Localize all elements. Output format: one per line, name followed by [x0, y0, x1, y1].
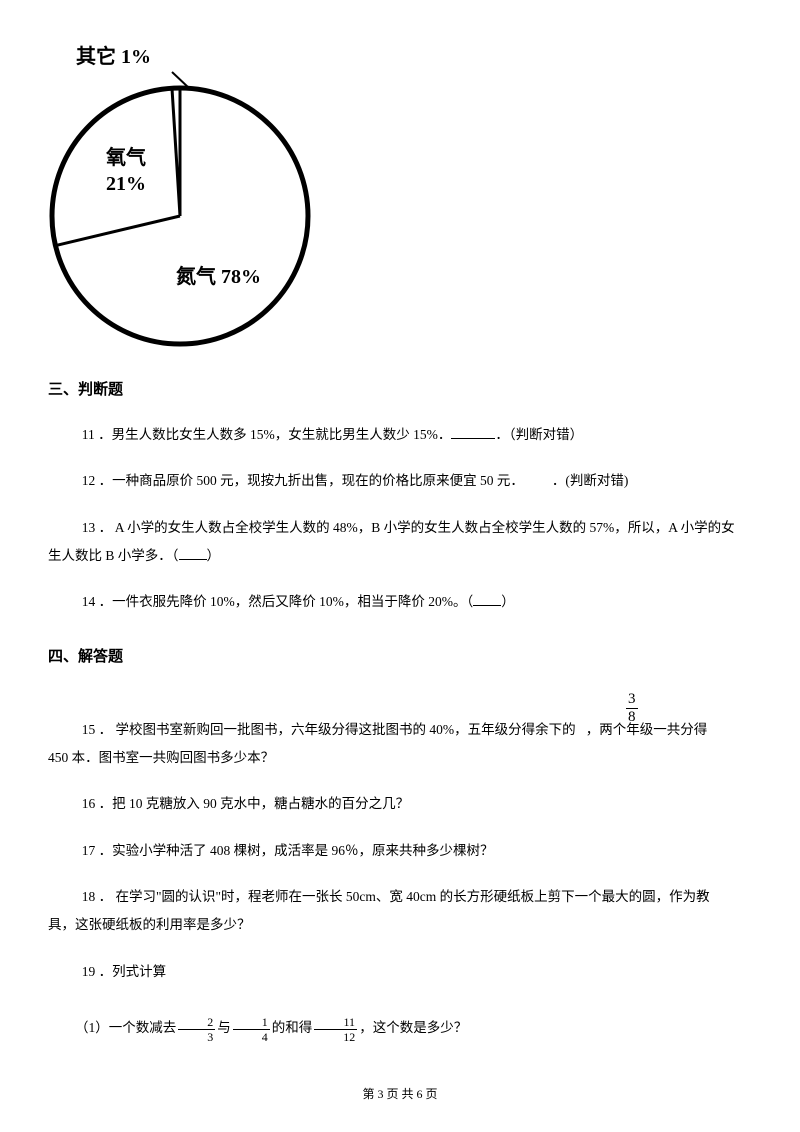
fraction-1-4: 14	[233, 1016, 270, 1043]
section-4-header: 四、解答题	[48, 645, 752, 666]
pie-chart-svg	[48, 84, 312, 348]
question-18: 18 ． 在学习"圆的认识"时，程老师在一张长 50cm、宽 40cm 的长方形…	[48, 883, 752, 911]
question-19-1: （1）一个数减去23与14的和得1112，这个数是多少？	[48, 1014, 752, 1042]
fraction-11-12: 1112	[314, 1016, 357, 1043]
pie-label-oxygen: 氧气 21%	[106, 145, 146, 197]
question-11: 11 ．男生人数比女生人数多 15%，女生就比男生人数少 15%．．（判断对错）	[48, 421, 752, 449]
question-15: 3 8 15 ． 学校图书室新购回一批图书，六年级分得这批图书的 40%，五年级…	[48, 716, 752, 773]
question-17: 17 ．实验小学种活了 408 棵树，成活率是 96％，原来共种多少棵树？	[48, 837, 752, 865]
question-14: 14 ．一件衣服先降价 10%，然后又降价 10%，相当于降价 20%。（）	[48, 588, 752, 616]
question-19: 19 ．列式计算	[48, 958, 752, 986]
question-16: 16 ．把 10 克糖放入 90 克水中，糖占糖水的百分之几？	[48, 790, 752, 818]
pie-chart-container: 其它 1% 氧气 21% 氮气 78%	[48, 40, 328, 350]
question-12: 12 ．一种商品原价 500 元，现按九折出售，现在的价格比原来便宜 50 元．…	[48, 467, 752, 495]
fraction-3-8: 3 8	[626, 692, 638, 725]
pie-label-other: 其它 1%	[76, 40, 151, 69]
pie-label-nitrogen: 氮气 78%	[176, 260, 261, 289]
blank-line	[179, 548, 207, 560]
question-18-cont: 具，这张硬纸板的利用率是多少？	[48, 911, 752, 939]
blank-line	[473, 594, 501, 606]
fraction-2-3: 23	[178, 1016, 215, 1043]
section-3-header: 三、判断题	[48, 378, 752, 399]
page-footer: 第 3 页 共 6 页	[0, 1085, 800, 1102]
blank-line	[451, 427, 495, 439]
question-13: 13 ． A 小学的女生人数占全校学生人数的 48%，B 小学的女生人数占全校学…	[48, 514, 752, 542]
question-13-cont: 生人数比 B 小学多．（）	[48, 542, 752, 570]
